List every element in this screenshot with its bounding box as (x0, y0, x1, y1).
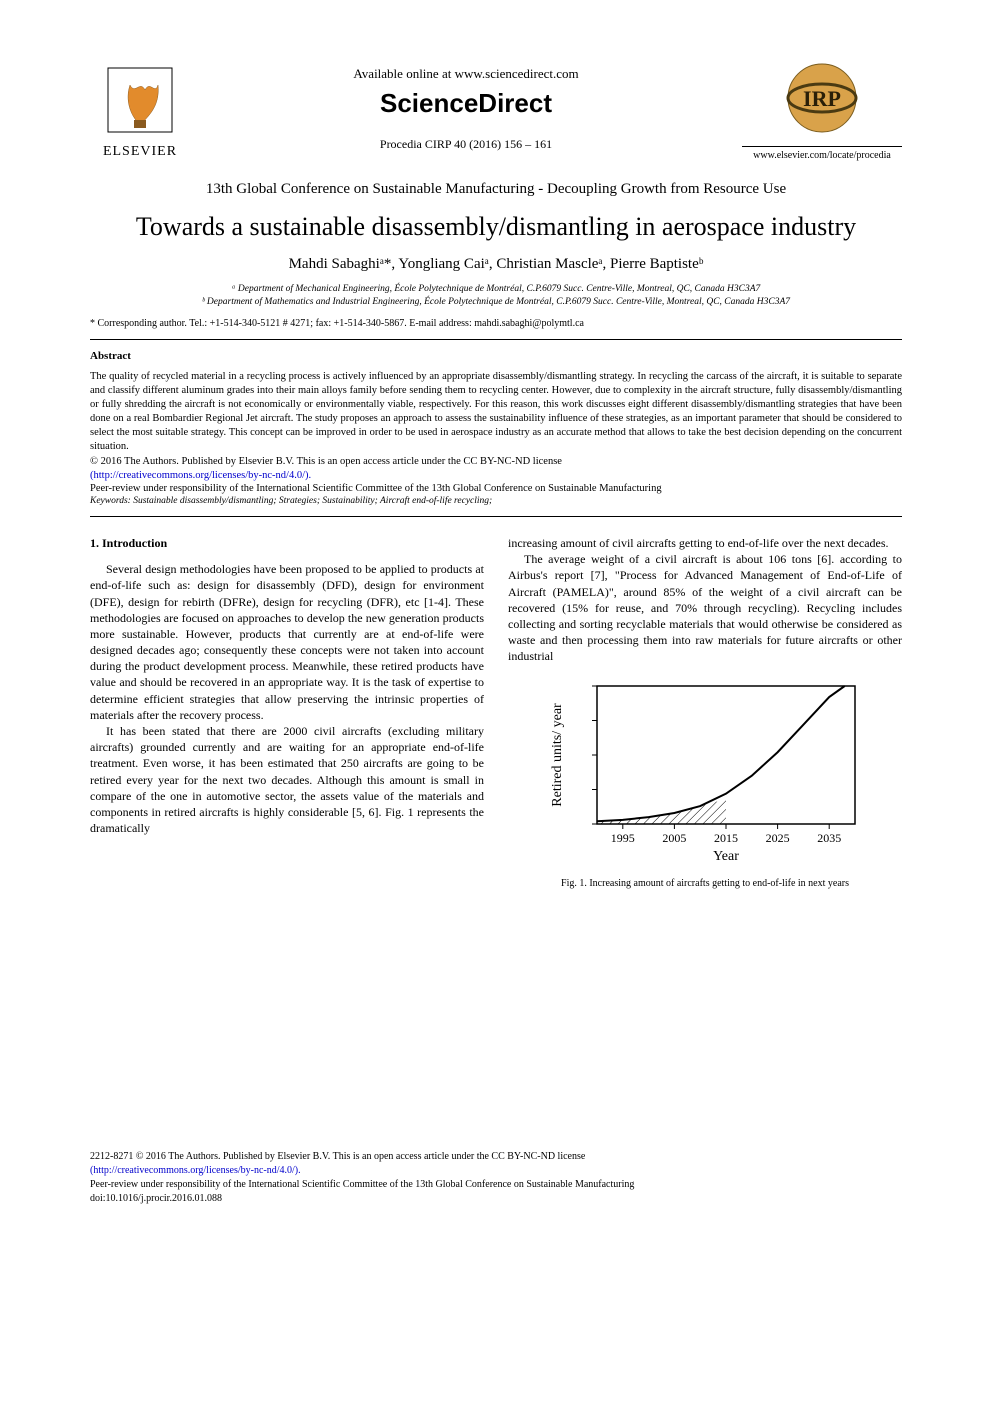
corresponding-author: * Corresponding author. Tel.: +1-514-340… (90, 318, 902, 329)
available-online-text: Available online at www.sciencedirect.co… (190, 66, 742, 82)
authors: Mahdi Sabaghiᵃ*, Yongliang Caiᵃ, Christi… (90, 256, 902, 273)
svg-text:IRP: IRP (803, 86, 841, 111)
figure-1-caption: Fig. 1. Increasing amount of aircrafts g… (508, 877, 902, 891)
elsevier-block: ELSEVIER (90, 60, 190, 160)
sciencedirect-logo-text: ScienceDirect (190, 88, 742, 119)
footer: 2212-8271 © 2016 The Authors. Published … (90, 1150, 902, 1206)
license-text-1: © 2016 The Authors. Published by Elsevie… (90, 456, 562, 467)
license-line: © 2016 The Authors. Published by Elsevie… (90, 455, 902, 483)
intro-p2: It has been stated that there are 2000 c… (90, 723, 484, 836)
keywords-text: Sustainable disassembly/dismantling; Str… (131, 496, 492, 506)
license-link[interactable]: (http://creativecommons.org/licenses/by-… (90, 470, 311, 481)
divider (90, 339, 902, 340)
abstract-heading: Abstract (90, 350, 902, 362)
conference-name: 13th Global Conference on Sustainable Ma… (90, 181, 902, 198)
intro-p4: The average weight of a civil aircraft i… (508, 551, 902, 664)
right-column: increasing amount of civil aircrafts get… (508, 535, 902, 890)
footer-peer-review: Peer-review under responsibility of the … (90, 1178, 902, 1192)
figure-1: 1995 2005 2015 2025 2035 Year Retired units/ y… (508, 676, 902, 890)
irp-block: IRP www.elsevier.com/locate/procedia (742, 60, 902, 161)
locate-url: www.elsevier.com/locate/procedia (753, 150, 891, 161)
abstract-text: The quality of recycled material in a re… (90, 370, 902, 455)
affiliation-a: ᵃ Department of Mechanical Engineering, … (90, 283, 902, 296)
affiliation-b: ᵇ Department of Mathematics and Industri… (90, 296, 902, 309)
paper-title: Towards a sustainable disassembly/disman… (90, 212, 902, 242)
intro-heading: 1. Introduction (90, 535, 484, 551)
svg-text:2005: 2005 (662, 831, 686, 845)
svg-text:1995: 1995 (611, 831, 635, 845)
affiliations: ᵃ Department of Mechanical Engineering, … (90, 283, 902, 310)
footer-license-link[interactable]: (http://creativecommons.org/licenses/by-… (90, 1164, 902, 1178)
elsevier-label: ELSEVIER (103, 144, 177, 160)
header: ELSEVIER Available online at www.science… (90, 60, 902, 161)
footer-issn: 2212-8271 © 2016 The Authors. Published … (90, 1150, 902, 1164)
svg-text:Year: Year (713, 849, 739, 864)
left-column: 1. Introduction Several design methodolo… (90, 535, 484, 890)
footer-doi: doi:10.1016/j.procir.2016.01.088 (90, 1192, 902, 1206)
intro-p3: increasing amount of civil aircrafts get… (508, 535, 902, 551)
svg-text:2015: 2015 (714, 831, 738, 845)
header-center: Available online at www.sciencedirect.co… (190, 60, 742, 152)
irp-logo-icon: IRP (777, 60, 867, 140)
elsevier-logo-icon (100, 60, 180, 140)
svg-text:Retired units/ year: Retired units/ year (550, 703, 565, 807)
body-columns: 1. Introduction Several design methodolo… (90, 535, 902, 890)
svg-text:2035: 2035 (817, 831, 841, 845)
figure-1-chart: 1995 2005 2015 2025 2035 Year Retired units/ y… (545, 676, 865, 866)
intro-p1: Several design methodologies have been p… (90, 561, 484, 723)
page: ELSEVIER Available online at www.science… (0, 0, 992, 1246)
svg-text:2025: 2025 (766, 831, 790, 845)
peer-review-line: Peer-review under responsibility of the … (90, 483, 902, 494)
divider (90, 516, 902, 517)
procedia-line: Procedia CIRP 40 (2016) 156 – 161 (190, 137, 742, 152)
keywords-label: Keywords: (90, 496, 131, 506)
keywords: Keywords: Sustainable disassembly/disman… (90, 496, 902, 506)
